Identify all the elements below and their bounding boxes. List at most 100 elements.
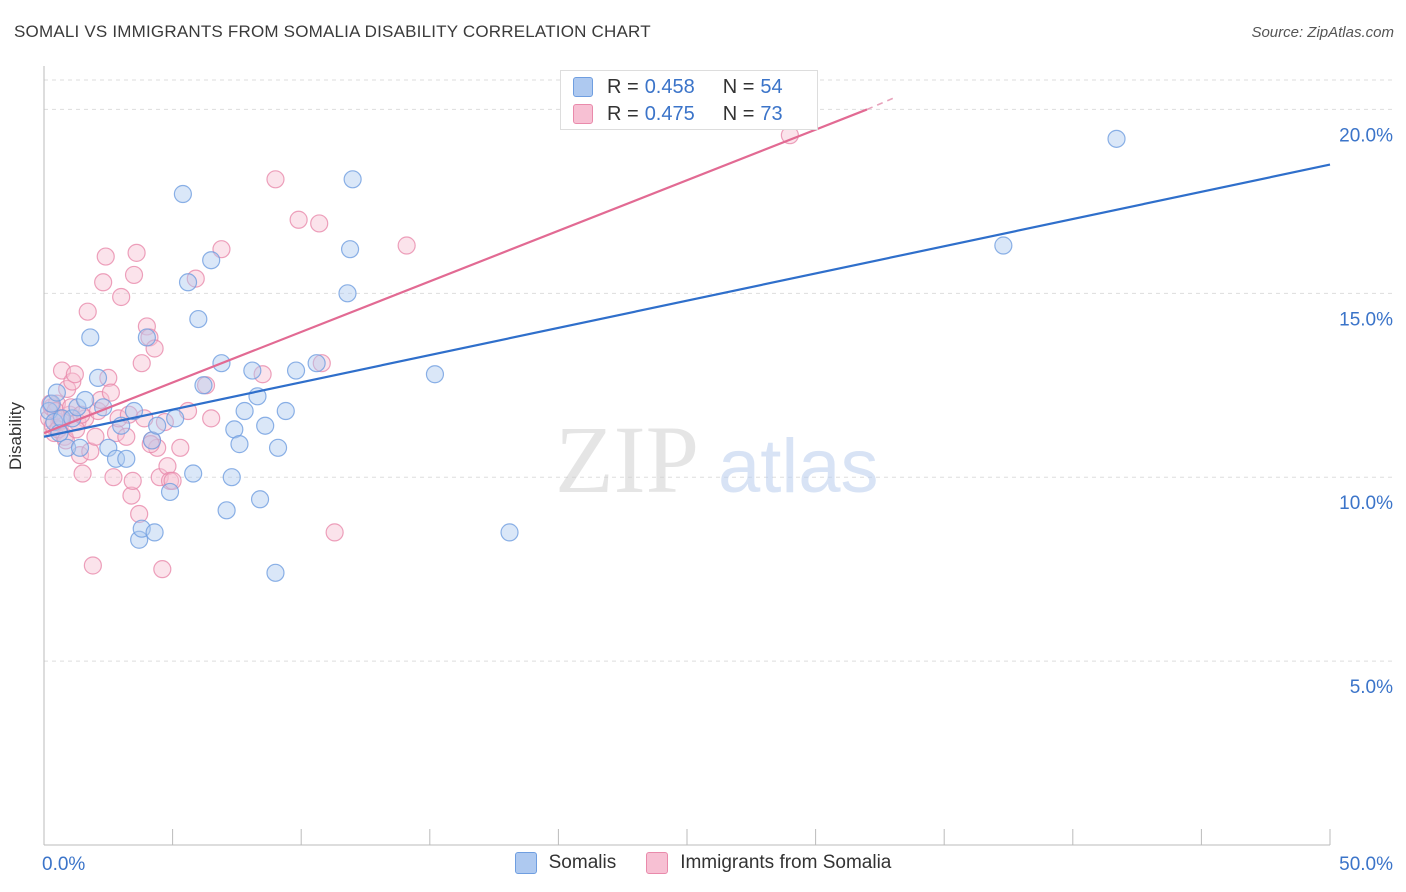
immigrants-point [202, 409, 221, 428]
somalis-point [266, 563, 285, 582]
somalis-point [994, 236, 1013, 255]
immigrants-trend-extension [866, 97, 894, 111]
somalis-point [106, 449, 126, 468]
correlation-legend: R = 0.458 N = 54 R = 0.475 N = 73 [560, 70, 818, 130]
immigrants-point [83, 556, 102, 575]
somalis-point [76, 390, 95, 410]
somalis-point [189, 309, 208, 329]
immigrants-point [312, 354, 331, 373]
somalis-point [184, 464, 203, 483]
immigrants-point [86, 427, 105, 446]
immigrants-trend-line [43, 108, 868, 435]
legend-r-label: R = [607, 102, 639, 125]
legend-n-label: N = [722, 102, 755, 125]
somalis-point [286, 361, 306, 380]
somalis-point [160, 482, 180, 502]
immigrants-point [127, 243, 146, 262]
somalis-point [124, 401, 144, 421]
immigrants-point [163, 471, 182, 490]
somalis-point [42, 394, 61, 413]
y-tick-label: 15.0% [1339, 309, 1393, 330]
somalis-point [68, 398, 87, 417]
somalis-point [130, 530, 149, 549]
chart-title: SOMALI VS IMMIGRANTS FROM SOMALIA DISABI… [14, 22, 651, 41]
y-tick-label: 5.0% [1350, 677, 1393, 698]
immigrants-point [253, 365, 272, 384]
immigrants-point [96, 247, 115, 266]
immigrants-point [63, 372, 82, 391]
somalis-point [243, 361, 262, 380]
series-legend: Somalis Immigrants from Somalia [0, 852, 1406, 874]
somalis-point [276, 401, 295, 421]
legend-n-value: 73 [760, 102, 783, 125]
immigrants-point [171, 438, 190, 457]
legend-item-somalis[interactable]: Somalis [514, 852, 617, 874]
immigrants-point [123, 471, 142, 490]
immigrants-point [117, 427, 136, 446]
tick-labels: 5.0% 10.0% 15.0% 20.0% 0.0% 50.0% [42, 125, 1393, 875]
legend-swatch-somalis [514, 852, 537, 874]
immigrants-point [112, 287, 131, 307]
somalis-point [202, 251, 221, 270]
immigrants-point [153, 560, 172, 579]
legend-swatch-immigrants [573, 104, 593, 124]
somalis-point [81, 328, 100, 347]
trend-lines [43, 97, 1331, 438]
immigrants-point [78, 302, 97, 321]
legend-r-value: 0.458 [644, 75, 695, 98]
y-tick-label: 20.0% [1339, 125, 1393, 146]
immigrants-point [122, 486, 141, 505]
legend-item-immigrants[interactable]: Immigrants from Somalia [646, 852, 891, 874]
somalis-point [235, 401, 254, 421]
somalis-point [137, 328, 156, 347]
legend-swatch-immigrants [646, 852, 669, 874]
immigrants-point [94, 273, 113, 292]
somalis-point [173, 184, 192, 204]
points-layer [40, 126, 1126, 582]
somalis-point [343, 170, 362, 189]
somalis-point [500, 523, 519, 542]
somalis-point [222, 468, 241, 487]
immigrants-point [310, 214, 329, 233]
legend-label-somalis: Somalis [548, 852, 617, 873]
immigrants-point [289, 210, 308, 229]
source-label: Source: ZipAtlas.com [1251, 24, 1394, 41]
x-tick-label-min: 0.0% [42, 854, 85, 875]
somalis-point [217, 501, 236, 520]
somalis-point [230, 435, 249, 454]
somalis-point [194, 376, 213, 395]
y-tick-label: 10.0% [1339, 493, 1393, 514]
somalis-point [47, 383, 66, 402]
somalis-point [268, 438, 288, 457]
somalis-point [70, 438, 90, 457]
axes [43, 66, 1331, 846]
immigrants-point [325, 523, 344, 542]
somalis-point [166, 409, 185, 428]
legend-row-somalis: R = 0.458 N = 54 [573, 74, 783, 100]
immigrants-point [397, 236, 416, 255]
somalis-point [340, 240, 360, 259]
immigrants-point [101, 383, 120, 402]
immigrants-point [91, 390, 110, 410]
somalis-point [338, 284, 357, 303]
immigrants-point [65, 365, 84, 384]
somalis-point [148, 416, 167, 435]
legend-n-value: 54 [760, 75, 783, 98]
x-tick-label-max: 50.0% [1339, 854, 1393, 875]
somalis-point [58, 438, 77, 457]
immigrants-point [130, 504, 149, 524]
somalis-point [425, 365, 445, 384]
immigrants-point [266, 170, 285, 189]
legend-row-immigrants: R = 0.475 N = 73 [573, 101, 783, 127]
somalis-point [1107, 129, 1126, 148]
watermark: ZIP atlas [555, 406, 879, 513]
immigrants-point [104, 468, 123, 487]
somalis-point [117, 449, 136, 468]
somalis-point [145, 523, 164, 542]
somalis-point [88, 368, 108, 388]
watermark-atlas: atlas [718, 424, 879, 509]
immigrants-point [73, 464, 92, 483]
legend-swatch-somalis [573, 77, 593, 97]
somalis-point [256, 416, 275, 435]
